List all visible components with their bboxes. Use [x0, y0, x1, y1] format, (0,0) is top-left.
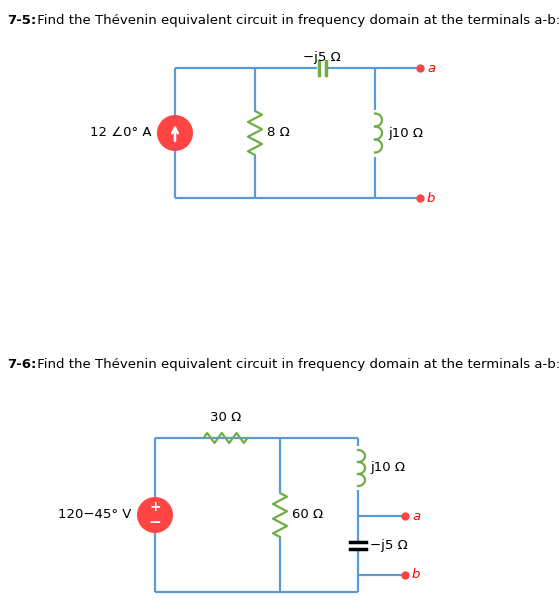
Text: a: a	[412, 509, 420, 522]
Circle shape	[137, 497, 173, 533]
Text: Find the Thévenin equivalent circuit in frequency domain at the terminals a-b:: Find the Thévenin equivalent circuit in …	[33, 358, 560, 371]
Text: 7-5:: 7-5:	[7, 14, 36, 27]
Circle shape	[157, 115, 193, 151]
Text: Find the Thévenin equivalent circuit in frequency domain at the terminals a-b:: Find the Thévenin equivalent circuit in …	[33, 14, 560, 27]
Text: 120−45° V: 120−45° V	[58, 509, 131, 522]
Text: b: b	[412, 568, 421, 582]
Text: 60 Ω: 60 Ω	[292, 509, 323, 522]
Text: −j5 Ω: −j5 Ω	[303, 51, 341, 64]
Text: 8 Ω: 8 Ω	[267, 126, 290, 140]
Text: b: b	[427, 191, 435, 205]
Text: 7-6:: 7-6:	[7, 358, 36, 371]
Text: −j5 Ω: −j5 Ω	[370, 539, 408, 552]
Text: a: a	[427, 61, 435, 75]
Text: −: −	[148, 515, 161, 530]
Text: 30 Ω: 30 Ω	[210, 411, 241, 424]
Text: j10 Ω: j10 Ω	[370, 462, 405, 474]
Text: j10 Ω: j10 Ω	[388, 126, 423, 140]
Text: +: +	[149, 500, 161, 514]
Text: 12 ∠0° A: 12 ∠0° A	[90, 126, 151, 140]
